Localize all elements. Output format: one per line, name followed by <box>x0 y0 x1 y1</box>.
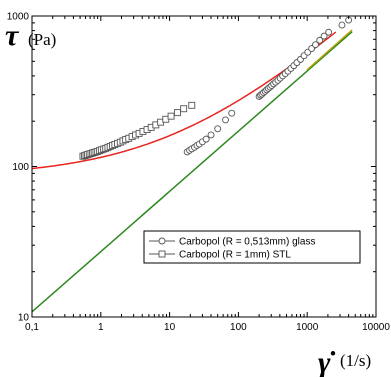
fit-curves <box>32 29 353 313</box>
legend-marker-square <box>158 250 166 258</box>
data-point-circle <box>228 109 236 117</box>
data-point-circle <box>207 131 215 139</box>
legend: Carbopol (R = 0,513mm) glass Carbopol (R … <box>143 230 361 264</box>
data-point-square <box>180 105 188 113</box>
fit-curve-4 <box>306 29 353 71</box>
x-axis-symbol: γ̇ <box>318 346 335 377</box>
data-point-circle <box>214 125 222 133</box>
legend-box <box>143 230 361 264</box>
data-point-square <box>167 112 175 120</box>
x-axis-unit: (1/s) <box>340 351 371 370</box>
data-point-circle <box>202 135 210 143</box>
y-axis-symbol: τ <box>5 19 20 52</box>
data-point-square <box>188 101 196 109</box>
data-point-circle <box>312 41 319 49</box>
legend-label: Carbopol (R = 0,513mm) glass <box>179 237 315 248</box>
x-tick-label: 10 <box>164 322 176 333</box>
x-axis-title: γ̇ (1/s) <box>318 346 371 377</box>
fit-curve-2 <box>32 31 337 170</box>
axis-ticks <box>31 16 376 318</box>
plot-frame <box>31 15 377 318</box>
legend-label: Carbopol (R = 1mm) STL <box>179 250 291 261</box>
y-tick-label: 100 <box>12 162 29 173</box>
y-axis-unit: (Pa) <box>28 30 56 49</box>
data-markers <box>79 16 353 160</box>
data-point-circle <box>338 21 346 29</box>
legend-items: Carbopol (R = 0,513mm) glass Carbopol (R … <box>149 237 315 261</box>
x-tick-label: 0,1 <box>25 322 39 333</box>
fit-curve-3 <box>32 31 353 313</box>
data-point-square <box>173 109 181 117</box>
x-tick-label: 1000 <box>296 322 319 333</box>
data-point-circle <box>320 32 328 40</box>
legend-marker-circle <box>158 237 166 245</box>
y-tick-label: 1000 <box>7 12 30 23</box>
x-tick-label: 1 <box>98 322 104 333</box>
data-point-circle <box>222 116 229 124</box>
x-tick-label: 100 <box>230 322 247 333</box>
data-point-circle <box>316 36 324 44</box>
data-point-circle <box>325 28 333 36</box>
y-axis-title: τ (Pa) <box>5 19 56 52</box>
x-tick-label: 10000 <box>362 322 390 333</box>
y-tick-label: 10 <box>18 313 30 324</box>
tick-labels: 0,1 1 10 100 1000 10000 10 100 1000 <box>7 12 391 334</box>
